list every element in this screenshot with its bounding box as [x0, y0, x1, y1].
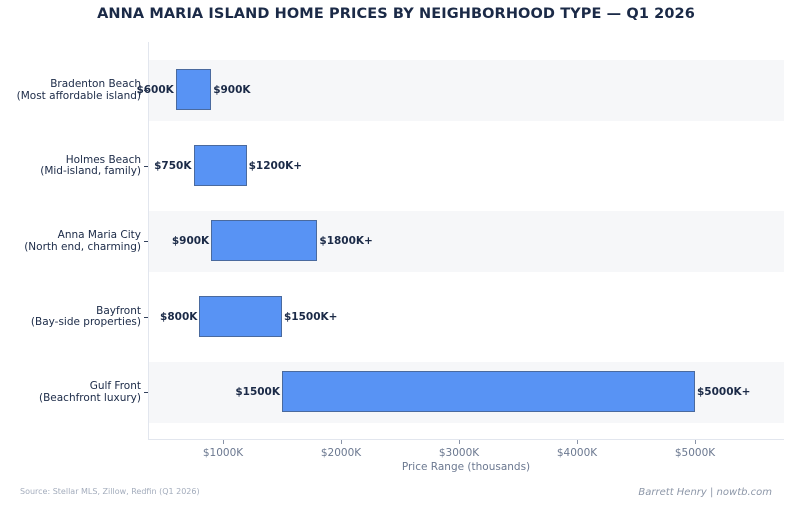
category-name: Bradenton Beach: [50, 78, 141, 90]
y-category-label: Gulf Front (Beachfront luxury): [38, 380, 141, 404]
category-name: Bayfront: [96, 304, 141, 317]
x-tick: [459, 440, 460, 444]
high-price-label: $5000K+: [697, 386, 751, 398]
y-tick: [144, 316, 148, 318]
price-range-bar: [193, 144, 247, 186]
x-tick: [223, 440, 224, 444]
y-tick: [144, 165, 148, 167]
category-name: Holmes Beach: [65, 153, 141, 166]
credit-note: Barrett Henry | nowtb.com: [638, 487, 772, 498]
category-subtitle: (Beachfront luxury): [38, 391, 141, 404]
category-subtitle: (Bay-side properties): [30, 316, 141, 328]
price-range-bar: [175, 69, 212, 110]
low-price-label: $800K: [160, 310, 198, 323]
price-range-bar: [282, 371, 695, 412]
x-tick: [341, 440, 342, 444]
low-price-label: $750K: [154, 159, 192, 172]
x-tick-label: $4000K: [556, 447, 598, 459]
y-tick: [144, 90, 148, 91]
y-category-label: Bradenton Beach (Most affordable island): [16, 78, 141, 102]
x-tick-label: $5000K: [674, 447, 716, 459]
x-tick-label: $1000K: [202, 447, 244, 459]
high-price-label: $1800K+: [319, 235, 373, 247]
y-axis-line: [148, 42, 149, 440]
x-tick-label: $2000K: [320, 447, 362, 459]
category-subtitle: (Most affordable island): [16, 89, 141, 102]
x-axis-line: [148, 439, 784, 440]
row-band: [149, 60, 784, 121]
low-price-label: $600K: [136, 84, 174, 96]
category-subtitle: (North end, charming): [24, 240, 141, 253]
price-range-bar: [211, 220, 318, 261]
high-price-label: $1500K+: [284, 310, 338, 323]
high-price-label: $900K: [213, 84, 251, 96]
y-category-label: Anna Maria City (North end, charming): [24, 229, 141, 253]
low-price-label: $1500K: [235, 386, 280, 398]
category-subtitle: (Mid-island, family): [40, 165, 141, 177]
x-tick-label: $3000K: [438, 447, 480, 459]
high-price-label: $1200K+: [248, 159, 303, 172]
chart-title: ANNA MARIA ISLAND HOME PRICES BY NEIGHBO…: [97, 6, 695, 22]
category-name: Anna Maria City: [57, 229, 141, 241]
y-tick: [144, 241, 148, 242]
y-tick: [144, 392, 148, 393]
x-axis-label: Price Range (thousands): [401, 461, 531, 473]
category-name: Gulf Front: [89, 380, 141, 392]
source-note: Source: Stellar MLS, Zillow, Redfin (Q1 …: [20, 487, 200, 496]
price-range-bar: [199, 295, 282, 337]
y-category-label: Bayfront (Bay-side properties): [30, 304, 141, 329]
x-tick: [695, 440, 696, 444]
low-price-label: $900K: [171, 235, 210, 247]
y-category-label: Holmes Beach (Mid-island, family): [40, 153, 141, 178]
x-tick: [577, 440, 578, 444]
